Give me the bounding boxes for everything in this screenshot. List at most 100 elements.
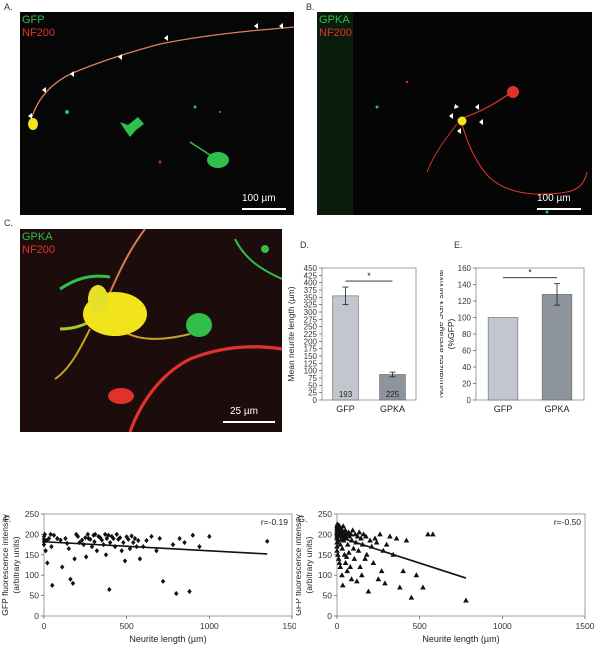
chart-e-ylabel: (%GFP) bbox=[446, 318, 456, 349]
chart-g-point bbox=[354, 533, 361, 539]
chart-d-ytick-label: 275 bbox=[304, 315, 318, 324]
chart-g-point bbox=[343, 553, 350, 559]
chart-d-ytick-label: 50 bbox=[308, 381, 317, 390]
stain-label-red-c: NF200 bbox=[22, 244, 56, 256]
chart-f-point bbox=[50, 582, 55, 588]
micrograph-c: GPKA NF200 25 µm bbox=[20, 229, 282, 432]
chart-g-point bbox=[334, 543, 340, 549]
chart-f-point bbox=[45, 560, 50, 566]
chart-e-ytick-label: 80 bbox=[462, 330, 471, 339]
chart-f-point bbox=[117, 535, 123, 541]
chart-g-point bbox=[358, 535, 364, 541]
scale-text-a: 100 µm bbox=[242, 193, 276, 204]
chart-f-point bbox=[177, 535, 182, 542]
chart-d-ytick-label: 25 bbox=[308, 389, 317, 398]
chart-d-ytick-label: 150 bbox=[304, 352, 318, 361]
chart-d-xtick-label: GPKA bbox=[380, 404, 405, 414]
chart-e: 0 20 40 60 80 100 120 140 160 GFP GPKA * Normalized … bbox=[440, 264, 585, 414]
chart-e-ytick-label: 40 bbox=[462, 363, 471, 372]
panel-f-label: F. bbox=[4, 514, 12, 524]
chart-f-point bbox=[154, 548, 159, 554]
chart-f-xtick-label: 0 bbox=[42, 621, 47, 631]
chart-g-point bbox=[365, 588, 372, 594]
chart-g-point bbox=[375, 576, 382, 582]
chart-f-xtick-label: 500 bbox=[120, 621, 134, 631]
chart-g-point bbox=[336, 559, 343, 565]
chart-f-point bbox=[106, 532, 111, 538]
chart-f-ytick-label: 150 bbox=[25, 550, 39, 560]
chart-e-bar-gpka bbox=[541, 294, 573, 401]
chart-d-n-label: 225 bbox=[386, 390, 400, 399]
chart-g-point bbox=[352, 531, 358, 537]
chart-g-point bbox=[408, 594, 415, 600]
chart-f-ytick-label: 250 bbox=[25, 509, 39, 519]
chart-d-ytick-label: 125 bbox=[304, 359, 318, 368]
chart-f-ytick-label: 50 bbox=[30, 591, 40, 601]
chart-f-point bbox=[127, 546, 133, 552]
chart-f-correlation: r=-0.19 bbox=[261, 517, 288, 527]
chart-f-point bbox=[129, 533, 134, 539]
panel-b-label: B. bbox=[306, 2, 315, 12]
chart-f-point bbox=[63, 535, 68, 542]
chart-e-xtick-label: GFP bbox=[494, 404, 513, 414]
scale-bar-b bbox=[537, 208, 581, 210]
chart-f-point bbox=[107, 586, 112, 593]
chart-g-point bbox=[334, 547, 340, 553]
chart-f-point bbox=[144, 537, 149, 544]
chart-f-point bbox=[119, 548, 124, 554]
chart-d-ytick-label: 75 bbox=[308, 374, 317, 383]
chart-f-point bbox=[70, 580, 76, 586]
chart-g-point bbox=[420, 584, 426, 590]
chart-g-point bbox=[345, 529, 352, 535]
chart-g-xtick-label: 0 bbox=[335, 621, 340, 631]
chart-e-ytick-label: 120 bbox=[458, 297, 472, 306]
chart-e-significance-mark: * bbox=[528, 268, 532, 278]
micrograph-b: GPKA NF200 100 µm bbox=[317, 12, 592, 215]
chart-f-xlabel: Neurite length (µm) bbox=[129, 634, 206, 644]
chart-g-point bbox=[344, 568, 351, 574]
chart-g-point bbox=[336, 522, 342, 528]
chart-f-trendline bbox=[43, 540, 268, 555]
chart-g-point bbox=[363, 551, 370, 557]
chart-g: 0 50 100 150 200 250 0 500 1000 1500 r=-0.50 Neurit… bbox=[296, 509, 595, 644]
chart-e-ytick-label: 60 bbox=[462, 347, 471, 356]
chart-g-point bbox=[377, 531, 383, 537]
chart-f-point bbox=[58, 537, 63, 543]
chart-f-point bbox=[121, 539, 126, 546]
chart-g-point bbox=[367, 537, 373, 543]
chart-f-point bbox=[92, 539, 97, 545]
micrograph-b-image bbox=[317, 12, 592, 215]
chart-g-point bbox=[463, 597, 469, 603]
chart-d: 0255075100125150175200225250275300325350… bbox=[286, 264, 417, 414]
chart-g-point bbox=[348, 531, 354, 537]
chart-g-point bbox=[363, 533, 369, 539]
chart-g-point bbox=[348, 576, 355, 582]
chart-g-point bbox=[349, 527, 356, 533]
chart-d-ytick-label: 425 bbox=[304, 271, 318, 280]
chart-f-plot-frame bbox=[43, 513, 293, 617]
chart-d-ytick-label: 400 bbox=[304, 279, 318, 288]
chart-g-point bbox=[356, 529, 363, 535]
chart-f-ylabel: (arbitrary units) bbox=[11, 536, 21, 593]
chart-g-point bbox=[360, 531, 367, 537]
chart-f-point bbox=[160, 578, 166, 584]
chart-f-point bbox=[174, 590, 179, 597]
chart-g-ytick-label: 150 bbox=[318, 550, 332, 560]
chart-g-point bbox=[335, 551, 341, 557]
panel-c-label: C. bbox=[4, 218, 13, 228]
chart-e-ytick-label: 160 bbox=[458, 264, 472, 273]
chart-d-n-label: 193 bbox=[339, 390, 353, 399]
chart-f-point bbox=[94, 548, 100, 554]
chart-f-point bbox=[149, 533, 154, 540]
chart-d-ytick-label: 325 bbox=[304, 301, 318, 310]
chart-d-ytick-label: 200 bbox=[304, 337, 318, 346]
chart-g-plot-frame bbox=[336, 513, 586, 617]
chart-g-ylabel: (arbitrary units) bbox=[304, 536, 314, 593]
stain-label-green-a: GFP bbox=[22, 14, 45, 26]
chart-f-ytick-label: 200 bbox=[25, 529, 39, 539]
chart-d-ylabel: Mean neurite length (µm) bbox=[286, 286, 296, 381]
chart-f-point bbox=[83, 535, 88, 541]
chart-g-ytick-label: 100 bbox=[318, 570, 332, 580]
chart-g-point bbox=[378, 568, 385, 574]
chart-g-point bbox=[351, 555, 358, 561]
